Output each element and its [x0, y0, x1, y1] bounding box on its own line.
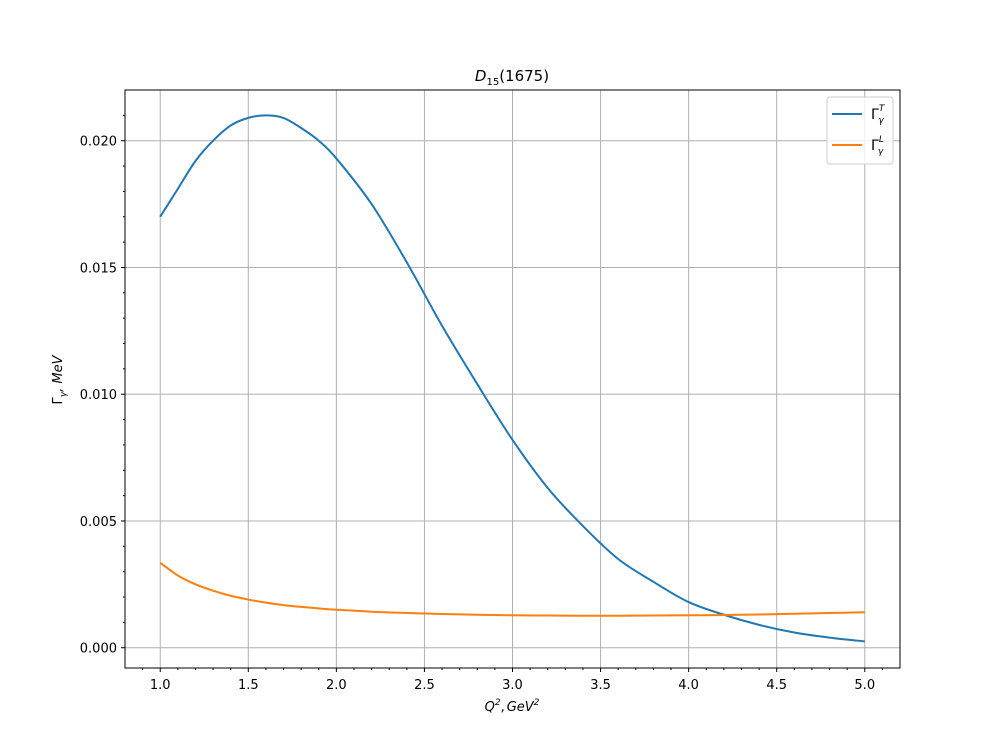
x-tick-label: 2.0: [326, 678, 347, 693]
x-tick-label: 3.5: [590, 678, 611, 693]
series-line-transverse: [159, 114, 865, 643]
series-line-longitudinal: [159, 561, 865, 617]
x-tick-label: 1.0: [150, 678, 171, 693]
x-tick-label: 3.0: [502, 678, 523, 693]
x-tick-label: 4.5: [766, 678, 787, 693]
x-tick-label: 1.5: [238, 678, 259, 693]
y-tick-label: 0.005: [80, 515, 117, 530]
x-tick-label: 5.0: [854, 678, 875, 693]
legend-label-transverse: ΓT γ: [871, 104, 886, 126]
y-tick-label: 0.000: [80, 642, 117, 657]
series-lines: [159, 114, 865, 643]
y-axis-label: Γγ, MeV: [51, 354, 69, 404]
x-tick-label: 2.5: [414, 678, 435, 693]
legend-label-longitudinal: ΓL γ: [871, 135, 884, 157]
x-tick-label: 4.0: [678, 678, 699, 693]
x-axis-label: Q2, GeV2: [485, 698, 540, 715]
grid: [125, 90, 900, 668]
chart-title: D15(1675): [475, 67, 549, 88]
legend: ΓT γ ΓL γ: [826, 96, 894, 165]
y-tick-label: 0.010: [80, 388, 117, 403]
y-tick-label: 0.015: [80, 261, 117, 276]
ticks: 1.0 1.5 2.0 2.5 3.0 3.5 4.0 4.5 5.0 0.000 0.005 0.0…: [80, 114, 883, 693]
y-tick-label: 0.020: [80, 135, 117, 150]
